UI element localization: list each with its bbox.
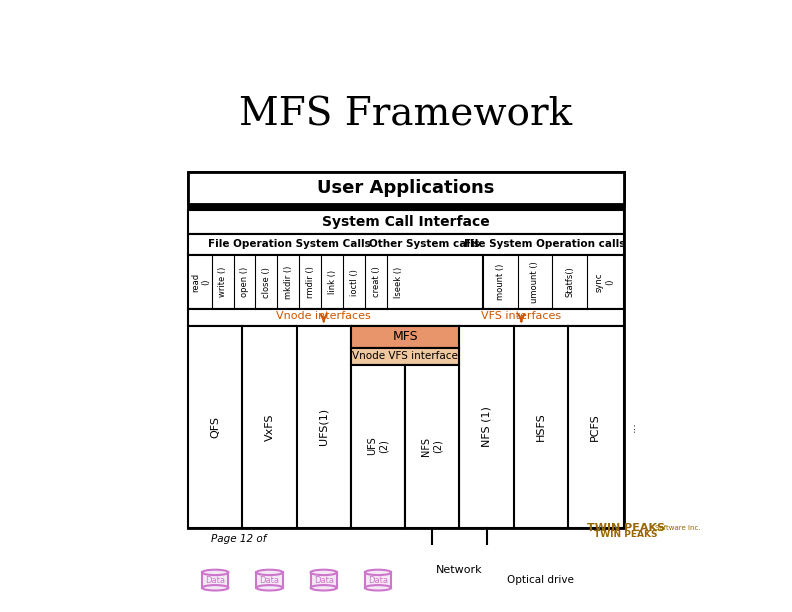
Text: System Call Interface: System Call Interface (322, 215, 489, 229)
Bar (406, 365, 459, 528)
Text: VFS interfaces: VFS interfaces (482, 311, 562, 321)
Text: NFS (1): NFS (1) (482, 406, 492, 447)
Text: Page 12 of: Page 12 of (211, 534, 267, 544)
Bar (188, 234, 623, 255)
Text: Vnode interfaces: Vnode interfaces (276, 311, 371, 321)
Text: mount (): mount () (496, 264, 505, 300)
Ellipse shape (202, 585, 228, 591)
Text: TWIN PEAKS: TWIN PEAKS (594, 530, 657, 539)
Ellipse shape (310, 585, 337, 591)
Text: mkdir (): mkdir () (284, 266, 293, 299)
Text: write (): write () (218, 267, 227, 297)
Bar (351, 326, 459, 348)
Text: creat (): creat () (371, 267, 381, 297)
Text: link (): link () (328, 270, 337, 294)
Bar (188, 309, 623, 326)
Bar (257, 572, 283, 588)
Bar (188, 255, 623, 309)
Text: File System Operation calls: File System Operation calls (464, 239, 626, 249)
Text: TWIN PEAKS: TWIN PEAKS (587, 523, 665, 532)
Text: Network: Network (436, 565, 482, 575)
Text: Other System calls: Other System calls (369, 239, 480, 249)
Ellipse shape (202, 570, 228, 575)
Text: ioctl (): ioctl () (350, 269, 359, 296)
Text: lseek (): lseek () (394, 266, 402, 297)
Bar (202, 572, 228, 588)
Text: Data: Data (368, 576, 388, 584)
Text: UFS
(2): UFS (2) (367, 437, 389, 455)
Text: sync
(): sync () (595, 272, 615, 292)
Bar (188, 204, 623, 211)
Text: close (): close () (262, 267, 271, 297)
Bar (188, 326, 623, 528)
Text: VxFS: VxFS (265, 413, 275, 441)
Text: Optical drive: Optical drive (508, 575, 574, 585)
Text: Data: Data (205, 576, 225, 584)
Text: HSFS: HSFS (535, 412, 546, 441)
Text: rmdir (): rmdir () (306, 266, 314, 298)
Text: MFS: MFS (392, 330, 418, 343)
Text: Software Inc.: Software Inc. (656, 524, 701, 531)
Bar (310, 572, 337, 588)
Bar (188, 172, 623, 528)
Text: Statfs(): Statfs() (565, 267, 574, 297)
Bar (351, 365, 406, 528)
Text: read
(): read () (191, 272, 211, 292)
Text: MFS Framework: MFS Framework (239, 97, 573, 133)
Text: PCFS: PCFS (590, 413, 600, 441)
Bar (351, 348, 459, 365)
Ellipse shape (257, 570, 283, 575)
Bar (188, 172, 623, 204)
Text: File Operation System Calls: File Operation System Calls (208, 239, 370, 249)
Text: NFS
(2): NFS (2) (421, 436, 443, 455)
Text: umount (): umount () (531, 261, 539, 303)
Text: open (): open () (240, 267, 249, 297)
Bar (365, 572, 391, 588)
Text: User Applications: User Applications (318, 179, 494, 197)
Text: Vnode VFS interface: Vnode VFS interface (352, 351, 458, 361)
Text: Data: Data (260, 576, 280, 584)
Bar (188, 211, 623, 234)
Ellipse shape (365, 570, 391, 575)
Text: QFS: QFS (210, 416, 220, 438)
Ellipse shape (257, 585, 283, 591)
Ellipse shape (365, 585, 391, 591)
Text: Data: Data (314, 576, 333, 584)
Ellipse shape (310, 570, 337, 575)
Text: ...: ... (626, 422, 637, 432)
Text: UFS(1): UFS(1) (318, 408, 329, 446)
